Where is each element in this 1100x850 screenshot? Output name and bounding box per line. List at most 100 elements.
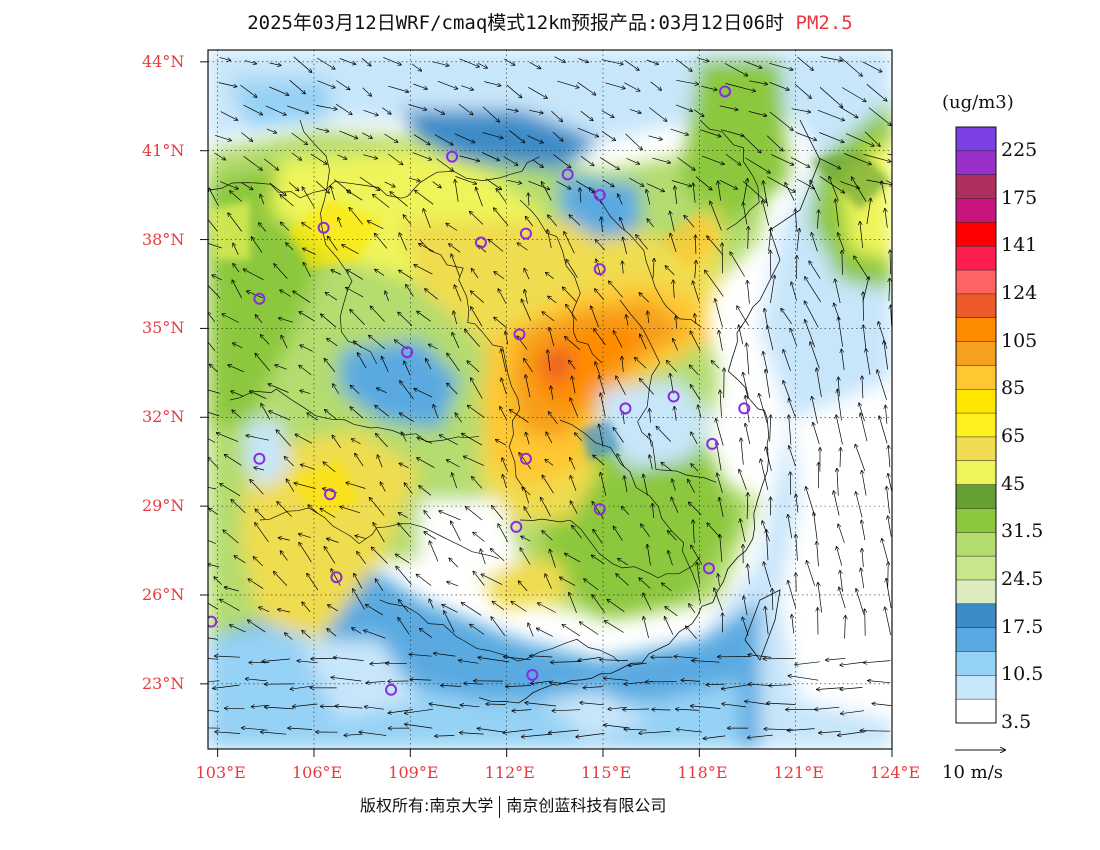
wind-arrow — [459, 660, 479, 664]
wind-arrow — [569, 360, 576, 370]
wind-arrow — [440, 435, 458, 445]
wind-arrow — [375, 234, 388, 249]
wind-arrow — [861, 568, 865, 589]
wind-arrow — [470, 212, 484, 225]
wind-arrow — [815, 706, 840, 709]
wind-arrow — [835, 199, 839, 227]
wind-arrow — [269, 63, 281, 65]
colorbar-swatch — [956, 127, 996, 152]
wind-arrow — [384, 133, 397, 142]
wind-arrow — [826, 658, 846, 660]
wind-arrow — [542, 531, 553, 541]
wind-arrow — [250, 391, 267, 400]
wind-arrow — [552, 710, 581, 711]
copyright-left: 版权所有:南京大学 — [360, 796, 494, 815]
wind-arrow — [819, 132, 844, 143]
wind-arrow — [259, 223, 266, 232]
wind-arrow — [476, 188, 483, 207]
wind-arrow — [269, 411, 291, 421]
wind-arrow — [451, 254, 460, 277]
wind-arrow — [748, 111, 767, 116]
wind-arrow — [280, 290, 291, 297]
wind-arrow — [893, 63, 911, 75]
wind-arrow — [404, 361, 411, 376]
wind-arrow — [695, 314, 696, 324]
wind-arrow — [286, 105, 308, 113]
wind-arrow — [601, 59, 623, 65]
colorbar-swatch — [956, 270, 996, 295]
wind-arrow — [518, 581, 528, 592]
wind-arrow — [886, 579, 892, 609]
wind-arrow — [722, 243, 723, 274]
wind-arrow — [601, 217, 603, 232]
wind-arrow — [232, 410, 242, 419]
wind-arrow — [548, 296, 557, 304]
wind-arrow — [888, 446, 890, 468]
colorbar-swatch — [956, 150, 996, 176]
province-boundaries — [209, 119, 760, 663]
colorbar — [955, 126, 997, 724]
wind-arrow — [496, 189, 507, 203]
wind-arrow — [213, 684, 240, 688]
wind-arrow — [769, 81, 789, 90]
wind-arrow — [809, 261, 821, 279]
wind-arrow — [690, 385, 701, 401]
wind-arrow — [325, 293, 338, 301]
wind-arrow — [583, 687, 603, 688]
title-pollutant: PM2.5 — [795, 12, 853, 34]
wind-arrow — [362, 132, 372, 138]
wind-arrow — [262, 658, 290, 662]
wind-arrow — [405, 708, 434, 713]
wind-arrow — [478, 657, 510, 663]
wind-arrow — [744, 60, 762, 68]
wind-arrow — [616, 376, 626, 395]
wind-arrow — [649, 455, 653, 470]
wind-arrow — [613, 526, 623, 541]
wind-arrow — [600, 660, 629, 661]
station-marker — [510, 520, 523, 533]
wind-arrow — [333, 384, 340, 395]
wind-arrow — [730, 252, 745, 277]
wind-arrow — [546, 432, 553, 443]
station-marker — [593, 503, 606, 516]
wind-arrow — [228, 213, 243, 232]
wind-arrow — [459, 155, 480, 161]
wind-arrow — [350, 407, 364, 419]
colorbar-swatch — [956, 198, 996, 223]
wind-arrow — [269, 182, 286, 196]
wind-arrow — [375, 269, 385, 276]
wind-arrow — [230, 191, 242, 202]
wind-arrow — [512, 710, 532, 711]
wind-arrow — [413, 134, 430, 145]
wind-arrow — [414, 265, 433, 275]
wind-arrow — [355, 536, 366, 539]
wind-arrow — [223, 530, 239, 544]
wind-arrow — [599, 376, 605, 395]
wind-arrow — [868, 681, 891, 684]
wind-arrow — [674, 407, 676, 421]
wind-arrow — [436, 158, 454, 171]
lat-tick-label: 41°N — [142, 140, 185, 160]
colorbar-swatch — [956, 460, 996, 485]
wind-arrow — [745, 424, 751, 445]
wind-arrow — [362, 87, 372, 96]
coastline-path — [478, 299, 770, 704]
wind-arrow — [281, 336, 288, 349]
wind-arrow — [689, 604, 696, 614]
wind-arrow — [310, 153, 327, 164]
wind-arrow — [340, 507, 361, 514]
wind-arrow — [517, 243, 528, 251]
wind-arrow — [492, 506, 504, 520]
wind-arrow — [860, 731, 891, 732]
wind-arrow — [863, 325, 867, 351]
boundary-line — [229, 388, 480, 443]
wind-arrow — [783, 350, 791, 372]
wind-arrow — [261, 404, 271, 420]
wind-arrow — [302, 187, 315, 208]
wind-arrow — [767, 703, 796, 704]
wind-arrow — [639, 293, 650, 303]
concentration-field — [208, 50, 911, 749]
wind-arrow — [725, 153, 741, 165]
